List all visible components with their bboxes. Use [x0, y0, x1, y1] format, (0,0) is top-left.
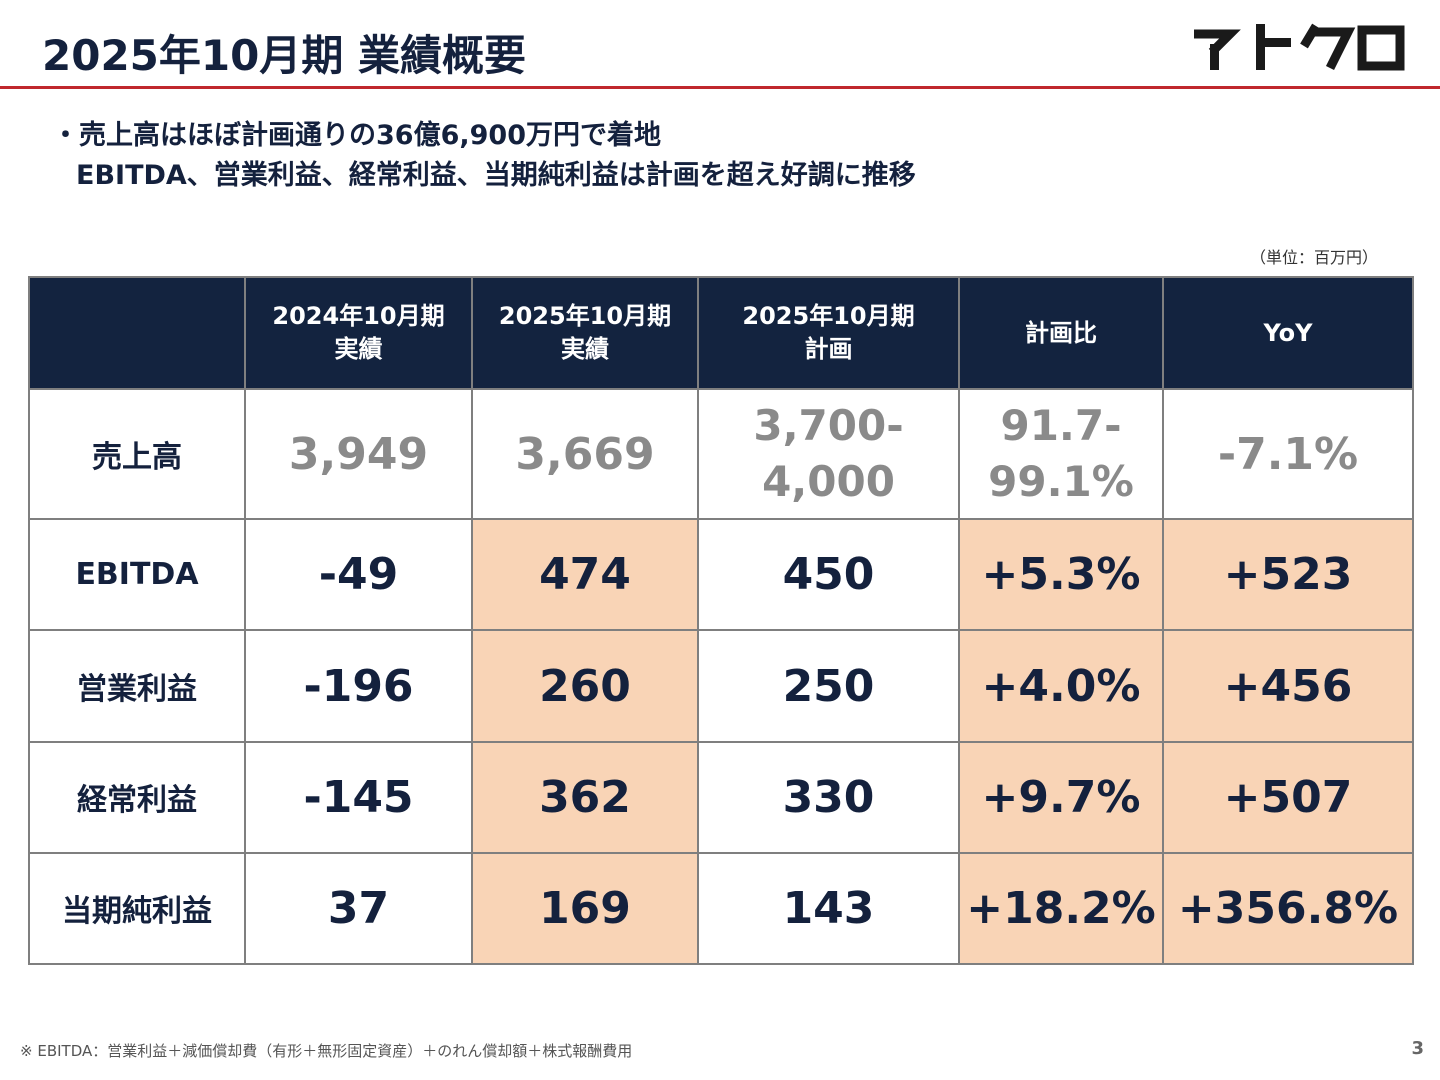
header-fy2025-actual: 2025年10月期 実績 [471, 276, 699, 390]
cell-actual: 169 [471, 851, 699, 966]
footnote: ※ EBITDA：営業利益＋減価償却費（有形＋無形固定資産）＋のれん償却額＋株式… [20, 1042, 633, 1060]
cell-yoy: +523 [1162, 518, 1414, 632]
header-plan-ratio: 計画比 [958, 276, 1164, 390]
cell-actual: 362 [471, 740, 699, 854]
table-header-row: 2024年10月期 実績 2025年10月期 実績 2025年10月期 計画 計… [28, 276, 1414, 390]
cell-prev-actual: -145 [244, 740, 473, 854]
cell-plan: 450 [697, 518, 960, 632]
row-label: 経常利益 [28, 740, 246, 854]
row-label: 当期純利益 [28, 851, 246, 966]
unit-note: （単位：百万円） [1249, 248, 1378, 267]
cell-plan-ratio: +4.0% [958, 629, 1164, 743]
header-fy2025-plan: 2025年10月期 計画 [697, 276, 960, 390]
title-underline [0, 86, 1440, 89]
row-label: 売上高 [28, 387, 246, 521]
row-label: 営業利益 [28, 629, 246, 743]
cell-prev-actual: 37 [244, 851, 473, 966]
results-table: 2024年10月期 実績 2025年10月期 実績 2025年10月期 計画 計… [28, 276, 1414, 966]
cell-plan: 143 [697, 851, 960, 966]
page-number: 3 [1411, 1038, 1424, 1059]
table-row-net-income: 当期純利益 37 169 143 +18.2% +356.8% [28, 851, 1414, 966]
header-label: 2025年10月期 [742, 302, 915, 330]
header-yoy: YoY [1162, 276, 1414, 390]
cell-actual: 260 [471, 629, 699, 743]
cell-yoy: -7.1% [1162, 387, 1414, 521]
cell-plan-high: 4,000 [762, 457, 895, 507]
row-label: EBITDA [28, 518, 246, 632]
cell-ratio-high: 99.1% [988, 457, 1134, 507]
header-sublabel: 実績 [561, 335, 609, 363]
cell-prev-actual: 3,949 [244, 387, 473, 521]
table-row-operating-profit: 営業利益 -196 260 250 +4.0% +456 [28, 629, 1414, 743]
summary-bullets: ・売上高はほぼ計画通りの36億6,900万円で着地 EBITDA、営業利益、経常… [52, 116, 916, 196]
cell-yoy: +456 [1162, 629, 1414, 743]
company-logo [1194, 23, 1405, 71]
cell-ratio-low: 91.7- [1000, 401, 1122, 451]
cell-plan: 330 [697, 740, 960, 854]
cell-plan: 3,700- 4,000 [697, 387, 960, 521]
table-row-sales: 売上高 3,949 3,669 3,700- 4,000 91.7- 99.1%… [28, 387, 1414, 521]
cell-prev-actual: -49 [244, 518, 473, 632]
cell-actual: 474 [471, 518, 699, 632]
header-blank [28, 276, 246, 390]
header-sublabel: 計画 [804, 335, 853, 363]
cell-yoy: +507 [1162, 740, 1414, 854]
table-row-ebitda: EBITDA -49 474 450 +5.3% +523 [28, 518, 1414, 632]
header-label: 計画比 [1025, 318, 1097, 347]
cell-actual: 3,669 [471, 387, 699, 521]
cell-plan-ratio: +18.2% [958, 851, 1164, 966]
summary-line-2: EBITDA、営業利益、経常利益、当期純利益は計画を超え好調に推移 [76, 160, 916, 191]
cell-yoy: +356.8% [1162, 851, 1414, 966]
header-fy2024-actual: 2024年10月期 実績 [244, 276, 473, 390]
header-sublabel: 実績 [334, 335, 383, 363]
page-title: 2025年10月期 業績概要 [42, 31, 526, 80]
header-label: 2024年10月期 [272, 302, 445, 330]
header-label: YoY [1263, 318, 1313, 347]
cell-plan-low: 3,700- [753, 401, 904, 451]
cell-plan: 250 [697, 629, 960, 743]
header-label: 2025年10月期 [498, 302, 672, 330]
cell-plan-ratio: +5.3% [958, 518, 1164, 632]
summary-line-1: ・売上高はほぼ計画通りの36億6,900万円で着地 [52, 120, 661, 151]
cell-plan-ratio: +9.7% [958, 740, 1164, 854]
table-row-ordinary-profit: 経常利益 -145 362 330 +9.7% +507 [28, 740, 1414, 854]
cell-plan-ratio: 91.7- 99.1% [958, 387, 1164, 521]
cell-prev-actual: -196 [244, 629, 473, 743]
